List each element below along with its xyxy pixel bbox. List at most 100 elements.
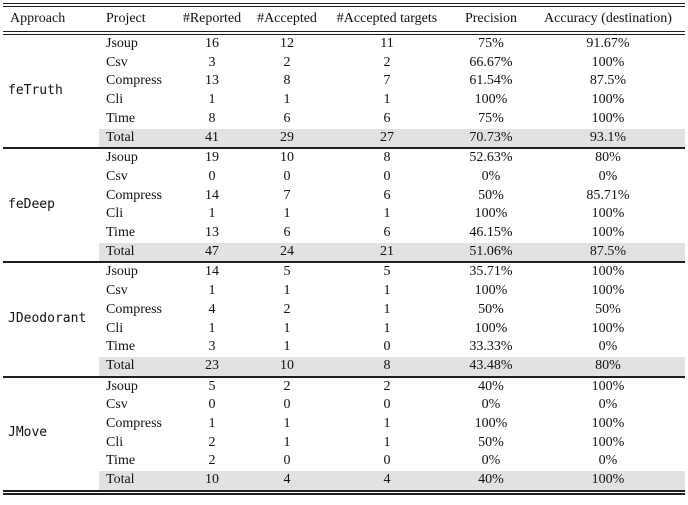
reported-cell: 10 <box>173 471 251 493</box>
project-cell: Compress <box>106 187 162 203</box>
precision-cell: 50% <box>478 301 504 317</box>
reported-cell: 0 <box>208 168 216 184</box>
accepted-cell: 1 <box>283 283 291 299</box>
reported-cell: 14 <box>205 187 219 203</box>
accepted-targets-cell: 4 <box>323 471 451 493</box>
accepted-cell: 2 <box>283 378 291 394</box>
accepted-targets-cell: 1 <box>383 206 391 222</box>
precision-cell: 40% <box>478 378 504 394</box>
accepted-targets-cell: 8 <box>383 150 391 166</box>
project-cell: Time <box>106 225 136 241</box>
reported-cell: 2 <box>208 434 216 450</box>
precision-cell: 61.54% <box>469 73 513 89</box>
project-cell: Time <box>106 110 136 126</box>
precision-cell: 75% <box>478 110 504 126</box>
reported-cell: 2 <box>208 453 216 469</box>
accepted-targets-cell: 1 <box>383 416 391 432</box>
project-cell: Cli <box>106 434 124 450</box>
precision-cell: 51.06% <box>451 242 531 263</box>
table-row: Cli 1 1 1 100% 100% <box>3 91 685 110</box>
approach-group-jmove: JMove Jsoup 5 2 2 40% 100% Csv 0 0 0 0% 0% Compress 1 1… <box>3 376 685 493</box>
accuracy-cell: 87.5% <box>531 242 685 263</box>
project-cell: Total <box>99 471 173 493</box>
accuracy-cell: 87.5% <box>589 73 627 89</box>
accepted-cell: 10 <box>280 150 294 166</box>
project-cell: Total <box>99 356 173 377</box>
total-row: Total 10 4 4 40% 100% <box>3 471 685 493</box>
project-cell: Cli <box>106 206 124 222</box>
accepted-cell: 7 <box>283 187 291 203</box>
accepted-targets-cell: 2 <box>383 378 391 394</box>
project-cell: Compress <box>106 73 162 89</box>
table-row: JMove Jsoup 5 2 2 40% 100% <box>3 376 685 493</box>
project-cell: Csv <box>106 168 128 184</box>
col-header-accuracy: Accuracy (destination) <box>531 3 685 35</box>
precision-cell: 35.71% <box>469 264 513 280</box>
accuracy-cell: 100% <box>591 225 625 241</box>
results-table: Approach Project #Reported #Accepted #Ac… <box>3 3 685 495</box>
accepted-targets-cell: 27 <box>323 128 451 149</box>
accuracy-cell: 0% <box>598 397 618 413</box>
accuracy-cell: 100% <box>591 283 625 299</box>
precision-cell: 40% <box>451 471 531 493</box>
precision-cell: 0% <box>481 168 501 184</box>
table-row: Compress 14 7 6 50% 85.71% <box>3 187 685 206</box>
precision-cell: 52.63% <box>469 150 513 166</box>
accuracy-cell: 100% <box>591 264 625 280</box>
accepted-targets-cell: 0 <box>383 168 391 184</box>
reported-cell: 23 <box>173 356 251 377</box>
accepted-targets-cell: 6 <box>383 187 391 203</box>
accepted-cell: 6 <box>283 110 291 126</box>
reported-cell: 1 <box>208 416 216 432</box>
accuracy-cell: 80% <box>531 356 685 377</box>
accepted-targets-cell: 2 <box>383 54 391 70</box>
col-header-reported: #Reported <box>173 3 251 35</box>
accepted-targets-cell: 1 <box>383 92 391 108</box>
reported-cell: 47 <box>173 242 251 263</box>
precision-cell: 75% <box>478 36 504 51</box>
table-row: Csv 0 0 0 0% 0% <box>3 168 685 187</box>
total-row: Total 23 10 8 43.48% 80% <box>3 356 685 377</box>
table-row: Time 8 6 6 75% 100% <box>3 110 685 129</box>
accuracy-cell: 0% <box>598 339 618 355</box>
project-cell: Total <box>99 242 173 263</box>
accuracy-cell: 100% <box>591 378 625 394</box>
project-cell: Csv <box>106 283 128 299</box>
table-row: Csv 1 1 1 100% 100% <box>3 282 685 301</box>
approach-group-jdeodorant: JDeodorant Jsoup 14 5 5 35.71% 100% Csv 1 1 1 100% 1… <box>3 262 685 377</box>
accepted-cell: 12 <box>280 36 294 51</box>
accuracy-cell: 85.71% <box>586 187 630 203</box>
col-header-precision: Precision <box>451 3 531 35</box>
accepted-cell: 0 <box>283 168 291 184</box>
reported-cell: 1 <box>208 320 216 336</box>
accepted-targets-cell: 0 <box>383 339 391 355</box>
reported-cell: 13 <box>205 73 219 89</box>
precision-cell: 33.33% <box>469 339 513 355</box>
reported-cell: 13 <box>205 225 219 241</box>
project-cell: Compress <box>106 416 162 432</box>
total-row: Total 41 29 27 70.73% 93.1% <box>3 128 685 149</box>
accepted-targets-cell: 6 <box>383 225 391 241</box>
table-header: Approach Project #Reported #Accepted #Ac… <box>3 3 685 35</box>
project-cell: Time <box>106 453 136 469</box>
accuracy-cell: 80% <box>595 150 621 166</box>
table-row: Cli 2 1 1 50% 100% <box>3 434 685 453</box>
reported-cell: 16 <box>205 36 219 51</box>
precision-cell: 46.15% <box>469 225 513 241</box>
precision-cell: 50% <box>478 434 504 450</box>
accepted-targets-cell: 1 <box>383 320 391 336</box>
table-row: feTruth Jsoup 16 12 11 75% 91.67% <box>3 33 685 149</box>
accepted-targets-cell: 0 <box>383 453 391 469</box>
table-row: JDeodorant Jsoup 14 5 5 35.71% 100% <box>3 262 685 377</box>
accuracy-cell: 91.67% <box>586 36 630 51</box>
project-cell: Cli <box>106 92 124 108</box>
accuracy-cell: 100% <box>591 320 625 336</box>
reported-cell: 0 <box>208 397 216 413</box>
accepted-cell: 2 <box>283 301 291 317</box>
reported-cell: 41 <box>173 128 251 149</box>
precision-cell: 100% <box>474 206 508 222</box>
approach-group-fetruth: feTruth Jsoup 16 12 11 75% 91.67% Csv 3 2 2 66.67% 1… <box>3 33 685 149</box>
accepted-cell: 0 <box>283 453 291 469</box>
reported-cell: 19 <box>205 150 219 166</box>
approach-label: JDeodorant <box>3 262 99 377</box>
